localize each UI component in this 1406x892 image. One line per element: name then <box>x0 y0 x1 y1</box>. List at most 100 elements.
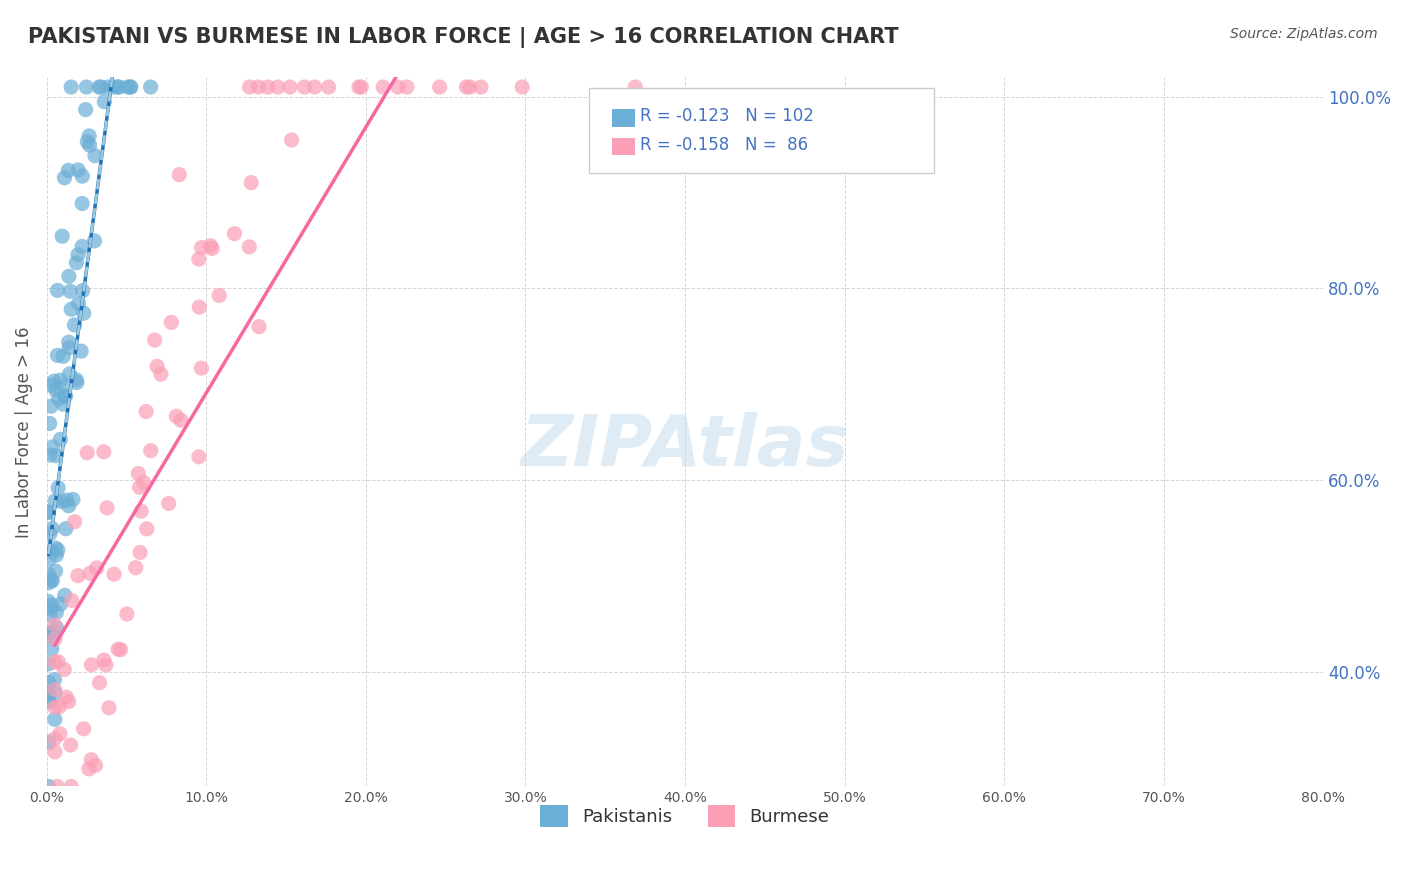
Point <box>67 247 90 261</box>
Point <box>318 80 340 95</box>
Point <box>44 632 66 646</box>
Point <box>45 548 67 562</box>
Point <box>37 689 59 703</box>
Point <box>165 409 187 424</box>
Point <box>55 522 77 536</box>
Point <box>37 780 59 794</box>
Point <box>129 545 152 559</box>
Point <box>37 505 59 519</box>
Point <box>278 80 301 95</box>
Point <box>38 551 60 566</box>
Point <box>42 374 65 388</box>
Point <box>86 561 108 575</box>
Point <box>49 373 72 387</box>
Point <box>39 601 62 615</box>
Point <box>46 284 69 298</box>
Text: ZIPAtlas: ZIPAtlas <box>520 411 849 481</box>
Text: R = -0.158   N =  86: R = -0.158 N = 86 <box>640 136 808 153</box>
Point <box>97 700 120 714</box>
Point <box>37 575 59 590</box>
Point <box>39 544 62 558</box>
Point <box>67 162 90 177</box>
Point <box>90 80 112 95</box>
Point <box>37 567 59 582</box>
Point <box>44 655 66 669</box>
Point <box>395 80 418 95</box>
Point <box>44 713 66 727</box>
Point <box>55 493 77 508</box>
Point <box>48 392 70 406</box>
Point <box>45 541 67 555</box>
Point <box>470 80 492 95</box>
Point <box>72 284 94 298</box>
Point <box>53 389 76 403</box>
Point <box>266 80 288 95</box>
Point <box>77 762 100 776</box>
Point <box>127 467 149 481</box>
Point <box>45 606 67 620</box>
Point <box>97 80 120 95</box>
Point <box>41 440 63 454</box>
Point <box>46 348 69 362</box>
Point <box>60 593 83 607</box>
Point <box>60 80 83 95</box>
Point <box>37 594 59 608</box>
Point <box>280 133 302 147</box>
Point <box>44 682 66 697</box>
Point <box>46 543 69 558</box>
Point <box>52 397 75 411</box>
Point <box>65 373 87 387</box>
FancyBboxPatch shape <box>589 88 934 173</box>
Point <box>38 735 60 749</box>
Point <box>79 566 101 581</box>
Point <box>59 738 82 752</box>
Point <box>187 450 209 464</box>
Point <box>387 80 409 95</box>
Point <box>70 239 93 253</box>
Point <box>84 149 107 163</box>
Point <box>37 505 59 519</box>
Point <box>103 567 125 582</box>
Point <box>108 80 131 95</box>
Point <box>83 234 105 248</box>
Point <box>149 367 172 381</box>
Point <box>39 608 62 623</box>
Point <box>45 564 67 578</box>
Point <box>103 80 125 95</box>
Point <box>44 686 66 700</box>
Point <box>37 657 59 671</box>
Legend: Pakistanis, Burmese: Pakistanis, Burmese <box>533 797 837 834</box>
Point <box>129 504 152 518</box>
Point <box>49 433 72 447</box>
Point <box>59 285 82 299</box>
Point <box>84 758 107 772</box>
Point <box>44 618 66 632</box>
Point <box>80 753 103 767</box>
Point <box>41 625 63 640</box>
Point <box>45 384 67 398</box>
Point <box>80 657 103 672</box>
Point <box>44 700 66 714</box>
Point <box>135 522 157 536</box>
Point <box>75 80 97 95</box>
Point <box>200 238 222 252</box>
Point <box>107 642 129 657</box>
Point <box>208 288 231 302</box>
Point <box>170 413 193 427</box>
Point <box>41 522 63 536</box>
Point <box>44 493 66 508</box>
Point <box>49 727 72 741</box>
Y-axis label: In Labor Force | Age > 16: In Labor Force | Age > 16 <box>15 326 32 538</box>
Point <box>139 443 162 458</box>
Point <box>41 574 63 588</box>
Point <box>240 176 263 190</box>
Point <box>67 296 90 310</box>
Point <box>58 695 80 709</box>
Point <box>120 80 142 95</box>
Point <box>456 80 478 95</box>
Point <box>190 241 212 255</box>
Point <box>77 128 100 143</box>
Point <box>167 168 190 182</box>
Point <box>143 333 166 347</box>
Point <box>58 335 80 350</box>
